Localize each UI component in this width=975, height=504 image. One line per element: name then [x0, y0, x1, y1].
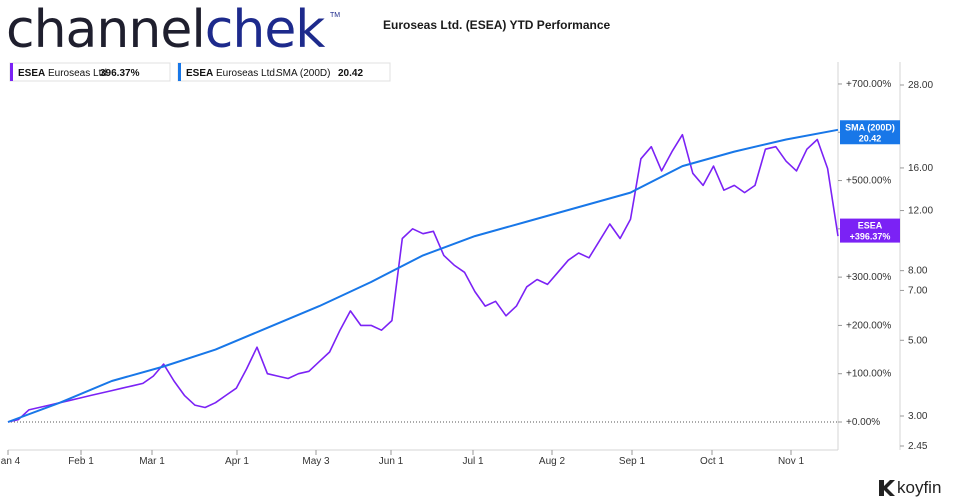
price-tick-label: 7.00: [908, 285, 928, 296]
percent-tick-label: +300.00%: [846, 272, 891, 283]
price-tick-label: 5.00: [908, 335, 928, 346]
legend-ticker: ESEA: [186, 68, 213, 79]
price-tick-label: 16.00: [908, 163, 933, 174]
percent-tick-label: +0.00%: [846, 417, 880, 428]
koyfin-brand: koyfin: [897, 478, 942, 497]
badge-line-1: SMA (200D): [845, 122, 895, 132]
date-tick-label: Aug 2: [539, 456, 566, 467]
legend-value: 20.42: [338, 68, 363, 79]
badge-line-2: 20.42: [859, 133, 882, 143]
chart-title: Euroseas Ltd. (ESEA) YTD Performance: [383, 18, 611, 32]
date-axis: Jan 4 Feb 1 Mar 1 Apr 1 May 3 Jun 1 Jul 1 Aug 2…: [0, 450, 804, 467]
price-tick-label: 12.00: [908, 206, 933, 217]
date-tick-label: Jul 1: [462, 456, 484, 467]
sma-200d-line: [7, 128, 839, 423]
date-tick-label: Oct 1: [700, 456, 724, 467]
logo-text-channel: channel: [6, 0, 206, 60]
legend-ticker: ESEA: [18, 68, 45, 79]
value-badges: SMA (200D)20.42 ESEA+396.37%: [840, 120, 900, 243]
legend-entry: ESEA Euroseas Ltd.SMA (200D) 20.42: [177, 62, 391, 82]
date-tick-label: Mar 1: [139, 456, 165, 467]
legend-name: SMA (200D): [276, 68, 330, 79]
price-tick-label: 8.00: [908, 266, 928, 277]
badge-box: [840, 120, 900, 145]
price-tick-label: 28.00: [908, 80, 933, 91]
series-layer: [7, 128, 839, 423]
date-tick-label: Sep 1: [619, 456, 646, 467]
date-tick-label: Jun 1: [379, 456, 404, 467]
percent-tick-label: +700.00%: [846, 79, 891, 90]
percent-tick-label: +100.00%: [846, 369, 891, 380]
grid-lines: [8, 62, 839, 451]
date-tick-label: Feb 1: [68, 456, 94, 467]
legend-name: Euroseas Ltd.: [48, 68, 110, 79]
date-tick-label: Nov 1: [778, 456, 805, 467]
date-tick-label: Jan 4: [0, 456, 21, 467]
esea-price-line: [7, 133, 839, 423]
percent-tick-label: +500.00%: [846, 176, 891, 187]
chart-legend: ESEA Euroseas Ltd.396.37% ESEA Euroseas Ltd…: [9, 62, 391, 82]
date-tick-label: May 3: [302, 456, 330, 467]
legend-entry: ESEA Euroseas Ltd.396.37%: [9, 62, 171, 82]
badge-line-1: ESEA: [858, 221, 883, 231]
logo-text-chek: chek: [204, 0, 326, 60]
price-tick-label: 2.45: [908, 441, 928, 452]
price-axis: 28.00 16.00 12.00 8.00 7.00 5.00 3.00 2.45: [899, 62, 933, 452]
legend-color-swatch: [178, 63, 181, 81]
legend-value: 396.37%: [100, 68, 140, 79]
trademark-mark: TM: [330, 12, 341, 19]
percent-tick-label: +200.00%: [846, 320, 891, 331]
legend-color-swatch: [10, 63, 13, 81]
channelchek-logo: channelchek: [6, 0, 326, 60]
price-tick-label: 3.00: [908, 411, 928, 422]
esea-value-badge: ESEA+396.37%: [840, 218, 900, 243]
legend-name: Euroseas Ltd.: [216, 68, 278, 79]
badge-line-2: +396.37%: [850, 232, 891, 242]
date-tick-label: Apr 1: [225, 456, 249, 467]
badge-box: [840, 218, 900, 243]
sma-value-badge: SMA (200D)20.42: [840, 120, 900, 145]
koyfin-k-icon: [879, 480, 895, 496]
